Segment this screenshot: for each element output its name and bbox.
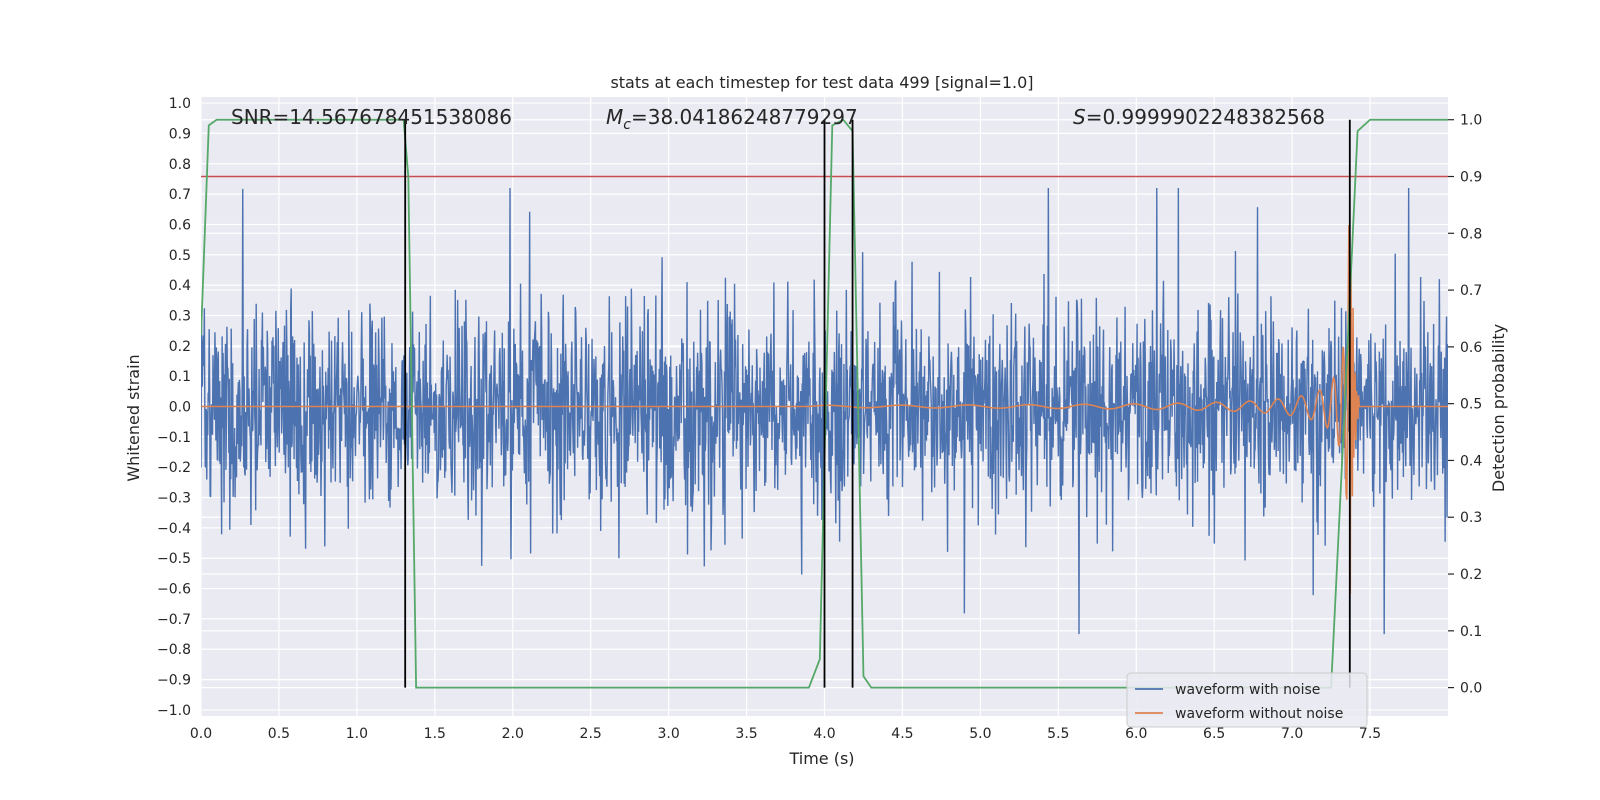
legend-box [1126, 672, 1368, 728]
x-tick-label: 2.5 [580, 726, 602, 742]
y-right-tick-label: 0.7 [1460, 283, 1482, 299]
legend: waveform with noise waveform without nois… [1126, 672, 1368, 728]
y-tick-label: −0.6 [157, 582, 191, 598]
x-tick-label: 1.5 [424, 726, 446, 742]
y-tick-label: −0.4 [157, 521, 191, 537]
x-tick-label: 4.5 [891, 726, 913, 742]
y-tick-label: 0.4 [169, 278, 191, 294]
y-tick-label: −0.1 [157, 430, 191, 446]
mc-annotation: Mc=38.04186248779297 [606, 105, 858, 133]
x-axis: 0.0 0.5 1.0 1.5 2.0 2.5 3.0 3.5 4.0 4.5 5.0 5.5 6.0 6… [190, 726, 1381, 742]
y-tick-label: −0.5 [157, 551, 191, 567]
y-tick-label: 1.0 [169, 96, 191, 112]
x-axis-label: Time (s) [788, 749, 854, 768]
y-tick-label: 0.3 [169, 308, 191, 324]
plot-content [201, 118, 1448, 689]
y-tick-label: 0.7 [169, 187, 191, 203]
y-tick-label: 0.0 [169, 400, 191, 416]
y-right-tick-label: 0.8 [1460, 226, 1482, 242]
y-right-tick-label: 0.0 [1460, 681, 1482, 697]
y-tick-label: −1.0 [157, 703, 191, 719]
snr-annotation: SNR=14.567678451538086 [231, 105, 512, 129]
x-tick-label: 6.0 [1125, 726, 1147, 742]
y-right-tick-label: 0.5 [1460, 397, 1482, 413]
x-tick-label: 3.5 [735, 726, 757, 742]
y-tick-label: −0.8 [157, 642, 191, 658]
y-right-tick-label: 0.1 [1460, 624, 1482, 640]
chart-title: stats at each timestep for test data 499… [610, 73, 1033, 92]
y-tick-label: −0.3 [157, 491, 191, 507]
legend-label: waveform with noise [1175, 682, 1320, 698]
x-tick-label: 4.0 [813, 726, 835, 742]
y-axis-label: Whitened strain [124, 354, 143, 481]
y-tick-label: 0.6 [169, 217, 191, 233]
y-tick-label: 0.5 [169, 248, 191, 264]
x-tick-label: 2.0 [502, 726, 524, 742]
x-tick-label: 0.5 [268, 726, 290, 742]
y-axis-left: 1.0 0.9 0.8 0.7 0.6 0.5 0.4 0.3 0.2 0.1 0.0 −0.1 −0.… [157, 96, 191, 719]
y-right-tick-label: 1.0 [1460, 113, 1482, 129]
x-tick-label: 7.0 [1281, 726, 1303, 742]
y-right-tick-label: 0.4 [1460, 453, 1482, 469]
x-tick-label: 5.0 [969, 726, 991, 742]
x-tick-label: 1.0 [346, 726, 368, 742]
y-right-tick-label: 0.2 [1460, 567, 1482, 583]
y-tick-label: −0.9 [157, 673, 191, 689]
x-tick-label: 5.5 [1047, 726, 1069, 742]
y-axis-right-label: Detection probability [1489, 324, 1508, 492]
y-tick-label: −0.7 [157, 612, 191, 628]
x-tick-label: 0.0 [190, 726, 212, 742]
y-right-tick-label: 0.9 [1460, 170, 1482, 186]
y-tick-label: 0.8 [169, 157, 191, 173]
y-tick-label: 0.1 [169, 369, 191, 385]
detection-probability-line [201, 118, 1448, 689]
legend-label: waveform without noise [1175, 706, 1343, 722]
y-axis-right: 1.0 0.9 0.8 0.7 0.6 0.5 0.4 0.3 0.2 0.1 0.0 [1448, 113, 1482, 697]
x-tick-label: 7.5 [1359, 726, 1381, 742]
y-tick-label: 0.9 [169, 126, 191, 142]
x-tick-label: 3.0 [657, 726, 679, 742]
y-tick-label: −0.2 [157, 460, 191, 476]
s-annotation: S=0.9999902248382568 [1073, 105, 1325, 129]
y-tick-label: 0.2 [169, 339, 191, 355]
x-tick-label: 6.5 [1203, 726, 1225, 742]
y-right-tick-label: 0.3 [1460, 510, 1482, 526]
y-right-tick-label: 0.6 [1460, 340, 1482, 356]
